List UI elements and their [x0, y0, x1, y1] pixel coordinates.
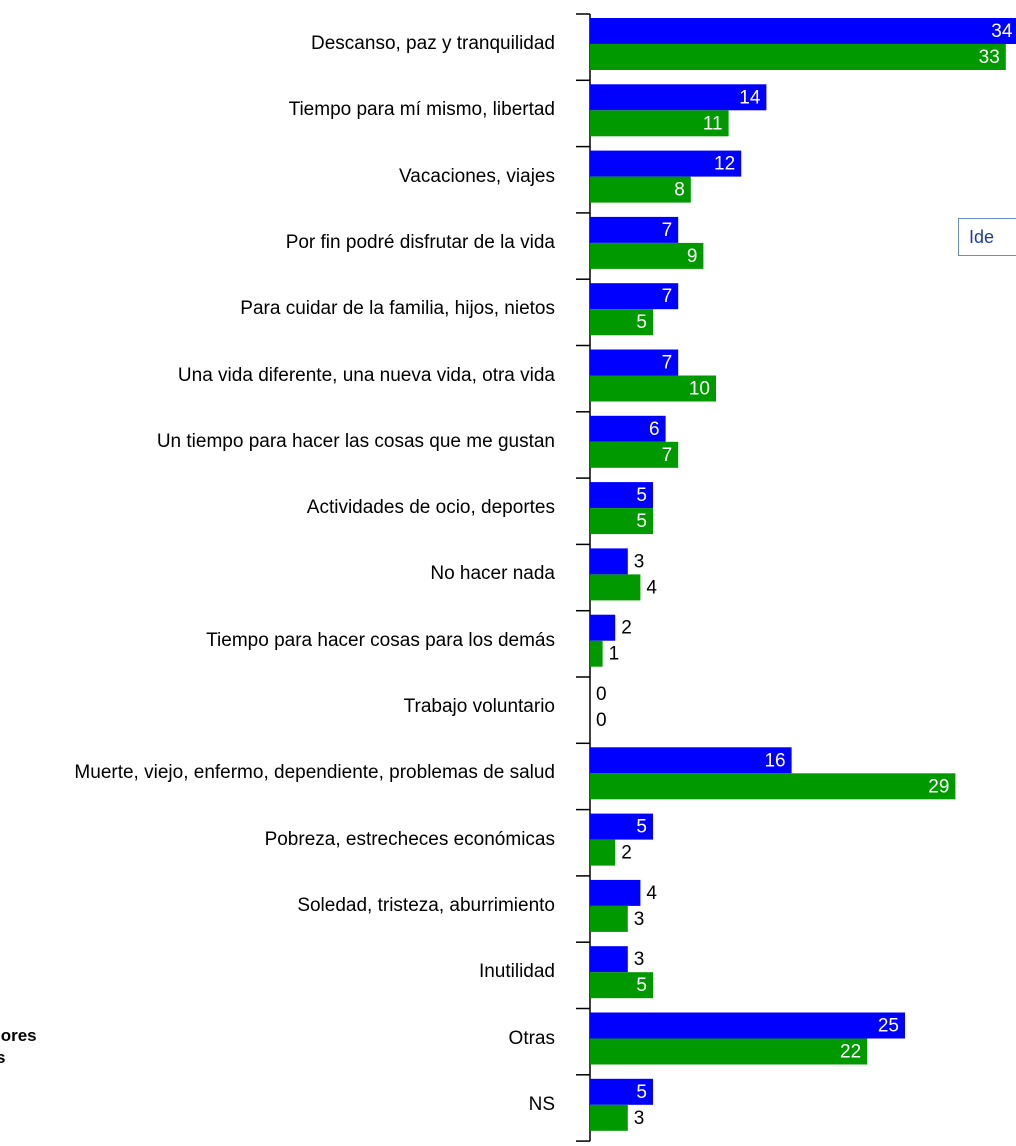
bar [590, 441, 679, 468]
value-label: 7 [662, 353, 673, 374]
category-label: Tiempo para mí mismo, libertad [288, 99, 555, 121]
bar [590, 176, 691, 203]
value-label: 2 [621, 618, 632, 639]
value-label: 7 [662, 286, 673, 307]
value-label: 8 [674, 180, 685, 201]
category-label: Otras [508, 1027, 555, 1049]
category-label: Vacaciones, viajes [399, 165, 555, 187]
category-label: Inutilidad [478, 961, 555, 983]
bar [590, 946, 628, 973]
bar [590, 216, 679, 243]
value-label: 12 [714, 154, 735, 175]
value-label: 1 [609, 644, 620, 665]
bar [590, 1038, 868, 1065]
bar [590, 839, 616, 866]
value-label: 3 [634, 949, 645, 970]
category-label: Un tiempo para hacer las cosas que me gu… [156, 430, 555, 452]
bar [590, 18, 1016, 44]
value-label: 29 [928, 776, 949, 797]
category-label: Tiempo para hacer cosas para los demás [206, 629, 555, 651]
bar [590, 972, 653, 999]
value-label: 33 [979, 47, 1000, 68]
value-label: 25 [878, 1016, 899, 1037]
bar [590, 813, 653, 840]
bar [590, 150, 742, 177]
bar [590, 640, 603, 667]
value-label: 5 [636, 975, 647, 996]
value-label: 3 [634, 551, 645, 572]
value-label: 7 [662, 445, 673, 466]
value-label: 5 [636, 817, 647, 838]
category-label: Pobreza, estrecheces económicas [264, 828, 555, 850]
value-label: 9 [687, 246, 698, 267]
category-label: Soledad, tristeza, aburrimiento [297, 894, 555, 916]
bar [590, 309, 653, 336]
value-label: 5 [636, 485, 647, 506]
category-label: Para cuidar de la familia, hijos, nietos [240, 298, 555, 320]
value-label: 11 [703, 113, 723, 134]
category-label: NS [528, 1093, 555, 1115]
bar [590, 614, 616, 641]
bar [590, 1104, 628, 1131]
bar [590, 375, 716, 402]
annotation: lores [0, 1026, 37, 1045]
bar [590, 44, 1006, 70]
category-label: No hacer nada [430, 563, 555, 585]
category-label: Trabajo voluntario [403, 696, 555, 717]
bar [590, 574, 641, 601]
category-label: Actividades de ocio, deportes [306, 497, 555, 519]
value-label: 0 [596, 710, 607, 731]
annotation: s [0, 1048, 6, 1067]
value-label: 14 [739, 87, 761, 108]
value-label: 7 [662, 220, 673, 241]
category-label: Por fin podré disfrutar de la vida [285, 231, 555, 253]
category-label: Una vida diferente, una nueva vida, otra… [177, 364, 555, 386]
bar [590, 905, 628, 932]
value-label: 4 [646, 577, 657, 598]
value-label: 6 [649, 419, 660, 440]
value-label: 4 [646, 883, 657, 904]
category-label: Descanso, paz y tranquilidad [311, 33, 555, 54]
value-label: 10 [689, 379, 710, 400]
bar [590, 415, 666, 442]
bar [590, 747, 792, 774]
bar [590, 1078, 653, 1105]
bar [590, 773, 956, 800]
bar [590, 508, 653, 535]
value-label: 22 [840, 1042, 861, 1063]
bar [590, 283, 679, 310]
value-label: 3 [634, 1108, 645, 1129]
bar [590, 242, 704, 269]
value-label: 2 [621, 843, 632, 864]
value-label: 16 [764, 750, 785, 771]
bar [590, 84, 767, 111]
bar [590, 482, 653, 509]
category-label: Muerte, viejo, enfermo, dependiente, pro… [74, 762, 555, 784]
bar [590, 548, 628, 575]
value-label: 34 [991, 21, 1013, 42]
value-label: 5 [636, 1082, 647, 1103]
bar [590, 110, 729, 137]
bar [590, 349, 679, 376]
value-label: 5 [636, 511, 647, 532]
value-label: 3 [634, 909, 645, 930]
bar [590, 1012, 905, 1039]
legend-fragment: Ide [958, 218, 1016, 256]
value-label: 0 [596, 684, 607, 705]
bar [590, 879, 641, 906]
value-label: 5 [636, 312, 647, 333]
